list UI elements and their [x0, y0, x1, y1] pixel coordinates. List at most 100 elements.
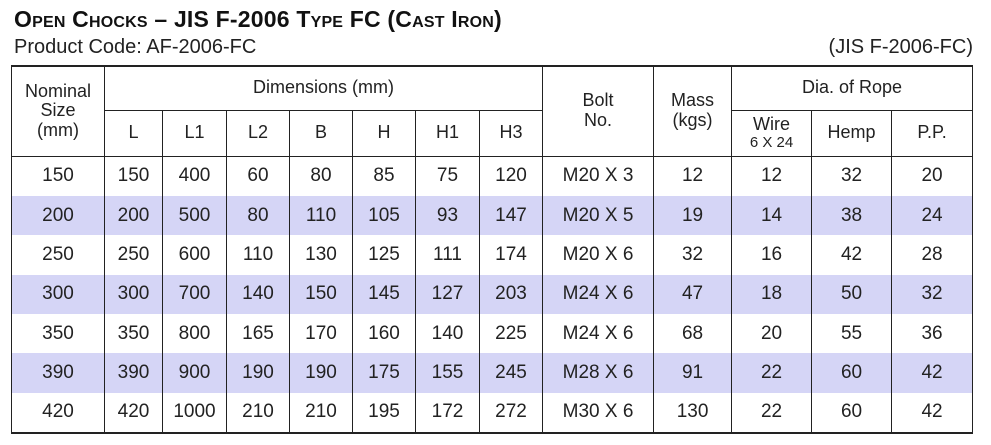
specifications-table: Nominal Size (mm) Dimensions (mm) Bolt N…	[11, 65, 974, 435]
table-cell: 32	[891, 274, 974, 314]
product-code: Product Code: AF-2006-FC	[14, 36, 257, 58]
table-cell: 900	[162, 353, 227, 393]
table-cell: 155	[415, 353, 480, 393]
table-cell: M20 X 5	[542, 195, 655, 236]
table-cell: 110	[226, 235, 290, 275]
table-cell: 32	[653, 235, 733, 275]
table-cell: 24	[891, 195, 974, 236]
table-cell: M20 X 6	[542, 235, 655, 275]
table-cell: 42	[891, 392, 974, 435]
table-cell: 170	[289, 313, 353, 354]
standard-code: (JIS F-2006-FC)	[828, 36, 973, 58]
table-row: 420 420 1000 210 210 195 172 272 M30 X 6 130 22 60 4…	[11, 392, 974, 435]
page-title: Open Chocks – JIS F-2006 Type FC (Cast I…	[14, 6, 502, 32]
table-cell: 150	[289, 274, 353, 314]
header-rope: Dia. of Rope	[731, 65, 974, 111]
table-cell: 20	[891, 156, 974, 196]
table-cell: 300	[104, 274, 163, 314]
table-cell: 80	[226, 195, 290, 236]
table-cell: 120	[478, 156, 544, 196]
table-cell: 140	[415, 313, 480, 354]
table-cell: 80	[289, 156, 353, 196]
table-cell: 125	[352, 235, 416, 275]
table-cell: 42	[811, 235, 893, 275]
table-cell: 14	[731, 195, 813, 236]
table-cell: 190	[289, 353, 353, 393]
table-cell: 42	[891, 353, 974, 393]
table-cell: 38	[811, 195, 893, 236]
table-cell: 20	[731, 313, 813, 354]
table-cell: M30 X 6	[542, 392, 655, 435]
table-cell: 225	[478, 313, 544, 354]
table-cell: 147	[478, 195, 544, 236]
table-cell: 93	[415, 195, 480, 236]
table-cell: 350	[104, 313, 163, 354]
table-cell: 50	[811, 274, 893, 314]
table-cell: 160	[352, 313, 416, 354]
table-cell: 75	[415, 156, 480, 196]
table-cell: 250	[104, 235, 163, 275]
table-cell: M24 X 6	[542, 313, 655, 354]
table-cell: 130	[289, 235, 353, 275]
table-cell: 105	[352, 195, 416, 236]
table-cell: 174	[478, 235, 544, 275]
header-l2: L2	[226, 110, 290, 157]
table-cell: 60	[811, 353, 893, 393]
header-b: B	[289, 110, 353, 157]
table-cell: 110	[289, 195, 353, 236]
table-cell: 68	[653, 313, 733, 354]
table-cell: 190	[226, 353, 290, 393]
table-cell: 12	[731, 156, 813, 196]
table-cell: 200	[11, 195, 105, 236]
table-cell: 250	[11, 235, 105, 275]
table-cell: 32	[811, 156, 893, 196]
table-cell: 111	[415, 235, 480, 275]
header-nominal-size: Nominal Size (mm)	[11, 65, 105, 157]
table-cell: 272	[478, 392, 544, 435]
table-cell: 12	[653, 156, 733, 196]
table-cell: 55	[811, 313, 893, 354]
table-cell: M28 X 6	[542, 353, 655, 393]
table-cell: 28	[891, 235, 974, 275]
table-cell: 390	[11, 353, 105, 393]
table-cell: 18	[731, 274, 813, 314]
table-cell: 150	[11, 156, 105, 196]
table-cell: 600	[162, 235, 227, 275]
table-cell: 420	[11, 392, 105, 435]
table-cell: 400	[162, 156, 227, 196]
table-cell: M20 X 3	[542, 156, 655, 196]
table-cell: 150	[104, 156, 163, 196]
header-h: H	[352, 110, 416, 157]
header-l: L	[104, 110, 163, 157]
table-cell: 130	[653, 392, 733, 435]
table-cell: 195	[352, 392, 416, 435]
header-hemp: Hemp	[811, 110, 893, 157]
header-h3: H3	[478, 110, 544, 157]
table-row: 350 350 800 165 170 160 140 225 M24 X 6 68 20 55 36	[11, 313, 974, 354]
table-cell: 500	[162, 195, 227, 236]
table-cell: 245	[478, 353, 544, 393]
table-cell: 47	[653, 274, 733, 314]
table-row: 300 300 700 140 150 145 127 203 M24 X 6 47 18 50 32	[11, 274, 974, 314]
table-cell: M24 X 6	[542, 274, 655, 314]
table-cell: 165	[226, 313, 290, 354]
table-cell: 420	[104, 392, 163, 435]
table-cell: 390	[104, 353, 163, 393]
table-cell: 1000	[162, 392, 227, 435]
table-cell: 800	[162, 313, 227, 354]
table-cell: 16	[731, 235, 813, 275]
table-row: 200 200 500 80 110 105 93 147 M20 X 5 19 14 38 24	[11, 195, 974, 236]
table-cell: 22	[731, 392, 813, 435]
table-cell: 91	[653, 353, 733, 393]
table-cell: 203	[478, 274, 544, 314]
table-cell: 85	[352, 156, 416, 196]
table-cell: 19	[653, 195, 733, 236]
header-bolt: Bolt No.	[542, 65, 655, 157]
table-cell: 60	[811, 392, 893, 435]
header-dimensions: Dimensions (mm)	[103, 65, 544, 111]
table-cell: 210	[289, 392, 353, 435]
header-pp: P.P.	[891, 110, 974, 157]
table-cell: 140	[226, 274, 290, 314]
table-row: 150 150 400 60 80 85 75 120 M20 X 3 12 12 32 20	[11, 156, 974, 196]
table-cell: 172	[415, 392, 480, 435]
